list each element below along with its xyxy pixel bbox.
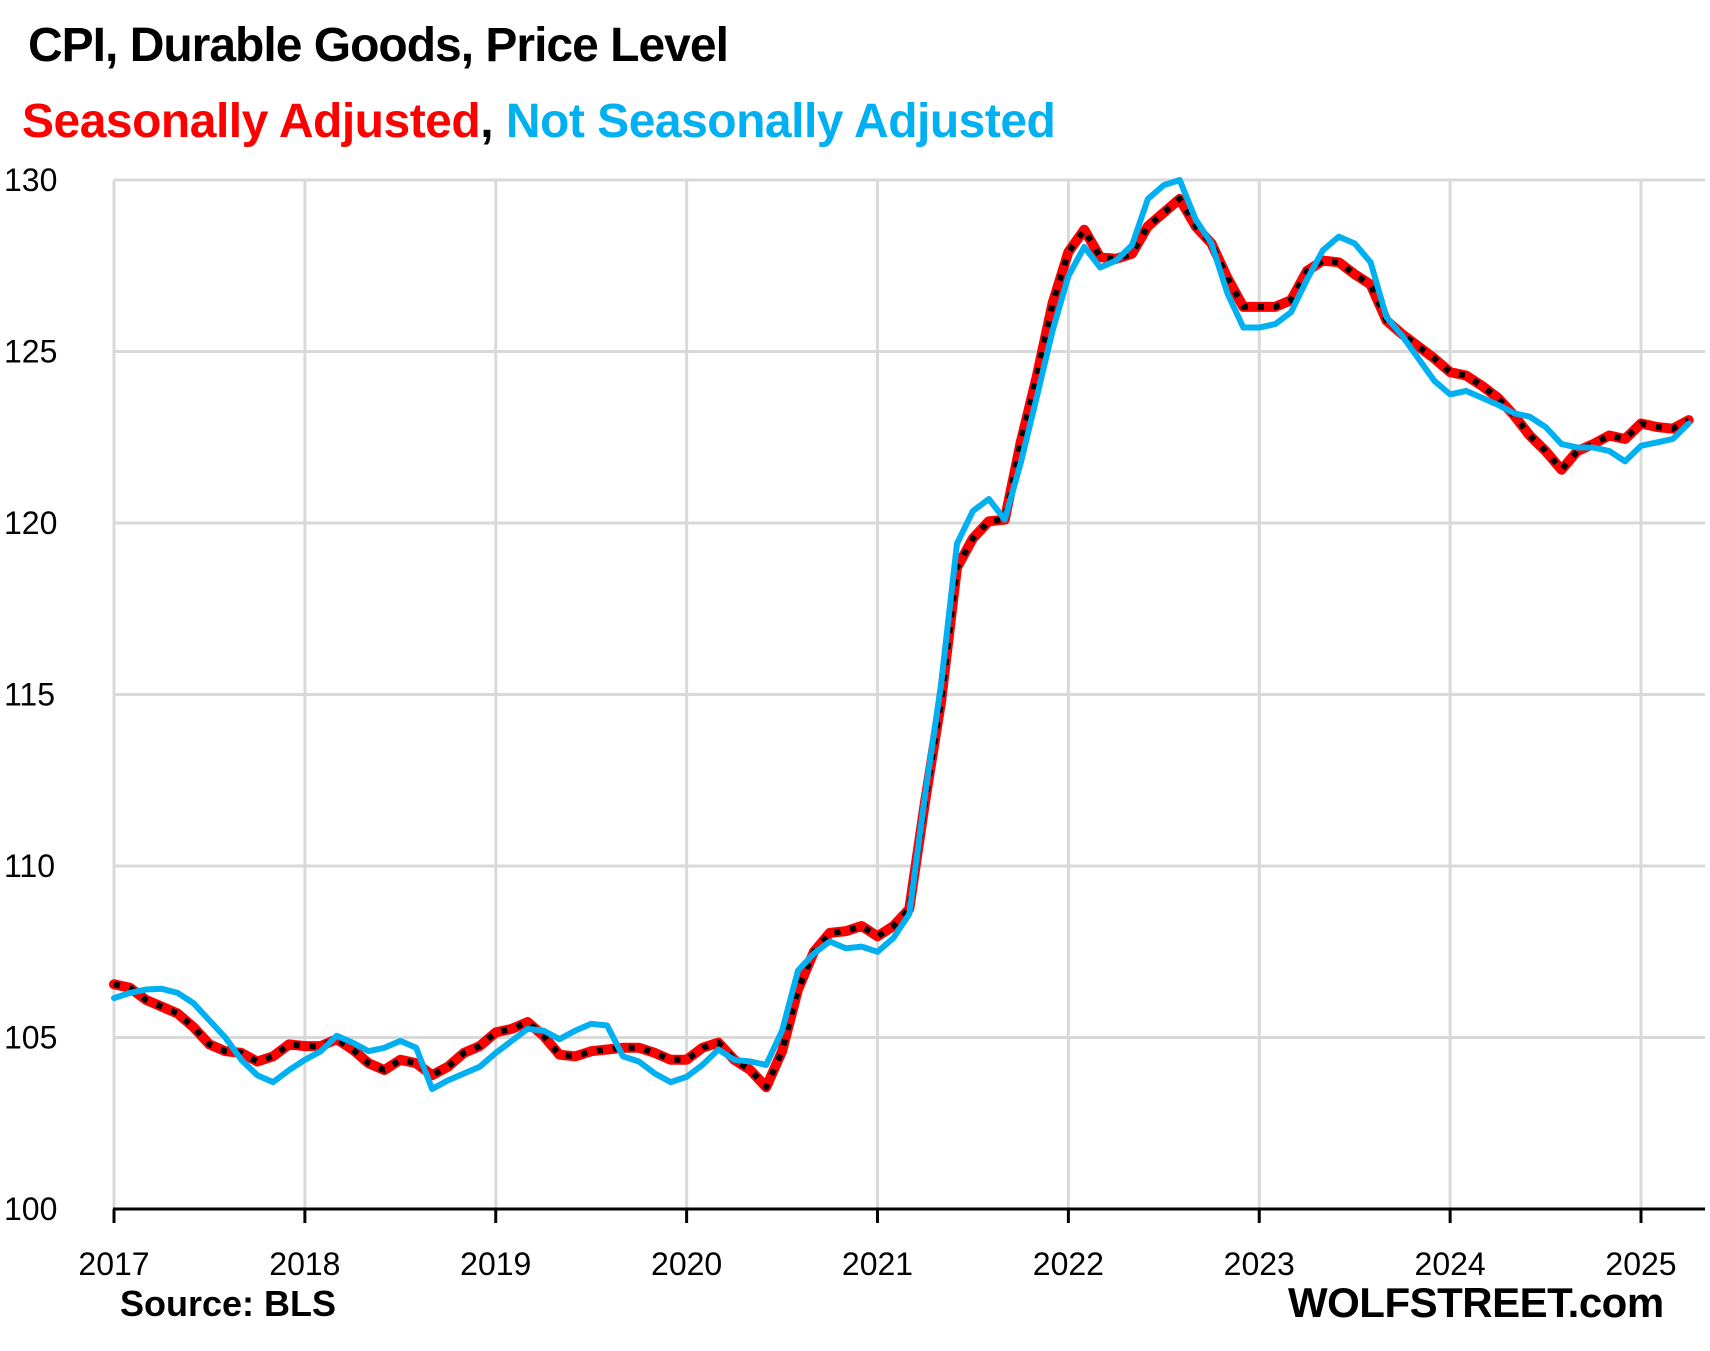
y-gridlines [114, 178, 1705, 1039]
series-line-seasonally-adjusted [109, 193, 1694, 1093]
y-tick-label: 120 [4, 505, 57, 541]
legend-not-seasonally-adjusted: Not Seasonally Adjusted [505, 95, 1056, 148]
x-axis-labels: 2017 2018 2019 2020 2021 2022 2023 2024 2025 [78, 1246, 1676, 1282]
legend-separator: , [480, 95, 506, 148]
brand-watermark: WOLFSTREET.com [1288, 1279, 1664, 1326]
series-line-not-seasonally-adjusted [111, 177, 1692, 1092]
x-gridlines [112, 180, 1643, 1209]
legend-seasonally-adjusted: Seasonally Adjusted [22, 95, 481, 148]
x-tick-label: 2022 [1033, 1246, 1104, 1282]
x-tick-label: 2020 [651, 1246, 722, 1282]
series-points-sa [113, 198, 1689, 1088]
series-points-nsa [113, 179, 1689, 1090]
x-tick-label: 2024 [1415, 1246, 1486, 1282]
y-tick-label: 125 [4, 334, 57, 370]
x-tick-label: 2017 [78, 1246, 149, 1282]
series-dots-seasonally-adjusted [113, 195, 1691, 1091]
x-axis [112, 1207, 1705, 1223]
series-layer [109, 177, 1694, 1093]
y-tick-label: 100 [4, 1191, 57, 1227]
x-tick-label: 2018 [269, 1246, 340, 1282]
source-note: Source: BLS [120, 1283, 337, 1324]
y-tick-label: 110 [4, 848, 55, 884]
y-axis-labels: 100 105 110 115 120 125 130 [4, 162, 57, 1227]
x-tick-label: 2023 [1224, 1246, 1295, 1282]
chart-title: CPI, Durable Goods, Price Level [28, 19, 729, 72]
x-tick-label: 2021 [842, 1246, 913, 1282]
y-tick-label: 105 [4, 1020, 57, 1056]
y-tick-label: 115 [4, 677, 55, 713]
x-tick-label: 2019 [460, 1246, 531, 1282]
x-tick-label: 2025 [1605, 1246, 1676, 1282]
chart-subtitle-legend: Seasonally Adjusted, Not Seasonally Adju… [22, 94, 1056, 149]
y-tick-label: 130 [4, 162, 57, 198]
